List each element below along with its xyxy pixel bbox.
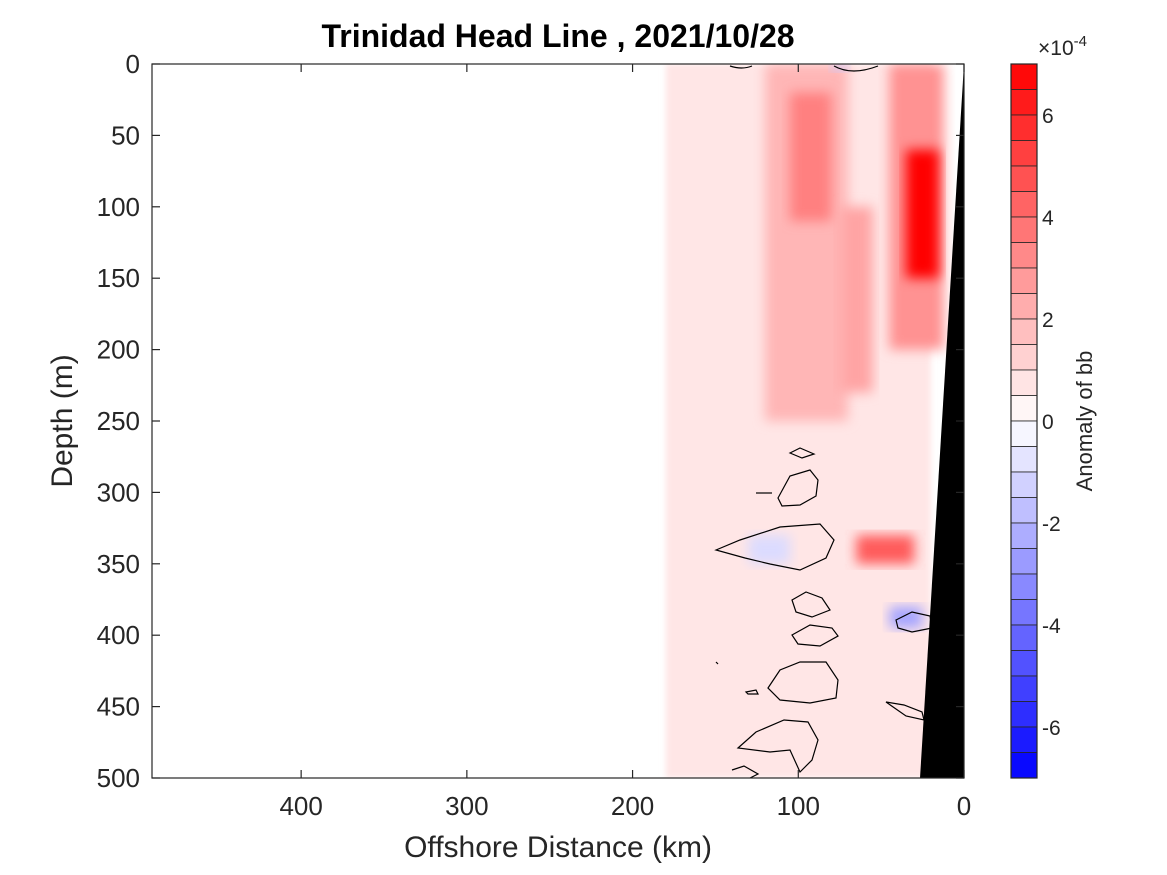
contour-line <box>715 661 719 665</box>
y-tick-label: 200 <box>97 335 140 365</box>
y-tick-label: 500 <box>97 763 140 793</box>
chart-title: Trinidad Head Line , 2021/10/28 <box>321 18 794 54</box>
colorbar-tick-label: -6 <box>1042 717 1061 740</box>
x-tick-label: 400 <box>279 791 322 821</box>
x-tick-label: 0 <box>957 791 971 821</box>
colorbar-level <box>1010 726 1038 753</box>
x-tick-label: 300 <box>445 791 488 821</box>
contour-line <box>736 719 819 774</box>
contour-line <box>714 523 835 571</box>
colorbar-tick-label: 6 <box>1042 105 1054 128</box>
anomaly-patch <box>831 64 848 72</box>
colorbar-level <box>1010 548 1038 575</box>
y-tick-label: 0 <box>126 49 140 79</box>
colorbar-level <box>1010 318 1038 345</box>
contour-line <box>791 624 839 647</box>
y-tick-label: 400 <box>97 620 140 650</box>
colorbar-level <box>1010 522 1038 549</box>
seafloor-bathymetry <box>920 64 964 778</box>
y-tick-label: 300 <box>97 477 140 507</box>
colorbar-level <box>1010 471 1038 498</box>
contour-line <box>731 765 760 778</box>
x-tick-label: 100 <box>777 791 820 821</box>
y-axis: 0 50 100 150 200 250 300 350 400 450 500 <box>97 49 964 793</box>
y-tick-label: 250 <box>97 406 140 436</box>
y-tick-label: 450 <box>97 692 140 722</box>
colorbar-level <box>1010 216 1038 243</box>
anomaly-patch <box>889 606 923 629</box>
colorbar-level <box>1010 395 1038 422</box>
contour-line <box>744 689 759 695</box>
colorbar-level <box>1010 191 1038 218</box>
colorbar-level <box>1010 573 1038 600</box>
colorbar-label: Anomaly of bb <box>1072 351 1097 492</box>
anomaly-field <box>665 64 945 778</box>
colorbar-level <box>1010 344 1038 371</box>
contour-line <box>791 591 831 618</box>
x-axis-label: Offshore Distance (km) <box>404 831 712 864</box>
contour-line <box>885 701 925 721</box>
colorbar-tick-label: 2 <box>1042 309 1054 332</box>
colorbar-level <box>1010 497 1038 524</box>
colorbar-level <box>1010 114 1038 141</box>
colorbar-level <box>1010 624 1038 651</box>
anomaly-patch <box>856 535 915 564</box>
anomaly-patch <box>790 92 832 222</box>
contour-line <box>767 661 839 704</box>
contour-line <box>729 65 753 69</box>
colorbar-frame <box>1010 63 1038 779</box>
contour-line <box>788 447 816 459</box>
colorbar-level <box>1010 675 1038 702</box>
colorbar-tick-label: -4 <box>1042 615 1061 638</box>
colorbar-level <box>1010 701 1038 728</box>
x-tick-label: 200 <box>611 791 654 821</box>
colorbar-level <box>1010 420 1038 447</box>
contour-line <box>833 65 879 72</box>
colorbar-level <box>1010 369 1038 396</box>
y-tick-label: 150 <box>97 263 140 293</box>
colorbar-tick-label: 4 <box>1042 207 1054 230</box>
colorbar-level <box>1010 63 1038 90</box>
contour-line <box>777 469 819 507</box>
anomaly-patch <box>748 535 790 564</box>
y-axis-label: Depth (m) <box>46 354 79 487</box>
colorbar-level <box>1010 293 1038 320</box>
colorbar-level <box>1010 267 1038 294</box>
colorbar-level <box>1010 446 1038 473</box>
y-tick-label: 350 <box>97 549 140 579</box>
colorbar-tick-label: 0 <box>1042 411 1054 434</box>
colorbar-level <box>1010 752 1038 779</box>
colorbar-tick-label: -2 <box>1042 513 1061 536</box>
colorbar: -6 -4 -2 0 2 4 6 <box>1010 63 1061 779</box>
y-tick-label: 50 <box>111 120 140 150</box>
colorbar-exponent: ×10-4 <box>1038 33 1087 60</box>
anomaly-patch <box>906 149 940 279</box>
colorbar-level <box>1010 599 1038 626</box>
colorbar-level <box>1010 242 1038 269</box>
colorbar-level <box>1010 89 1038 116</box>
anomaly-patch <box>839 206 873 393</box>
x-axis: 400 300 200 100 0 <box>279 64 971 821</box>
colorbar-level <box>1010 165 1038 192</box>
colorbar-level <box>1010 140 1038 167</box>
zero-contours <box>714 65 933 778</box>
colorbar-level <box>1010 650 1038 677</box>
y-tick-label: 100 <box>97 192 140 222</box>
